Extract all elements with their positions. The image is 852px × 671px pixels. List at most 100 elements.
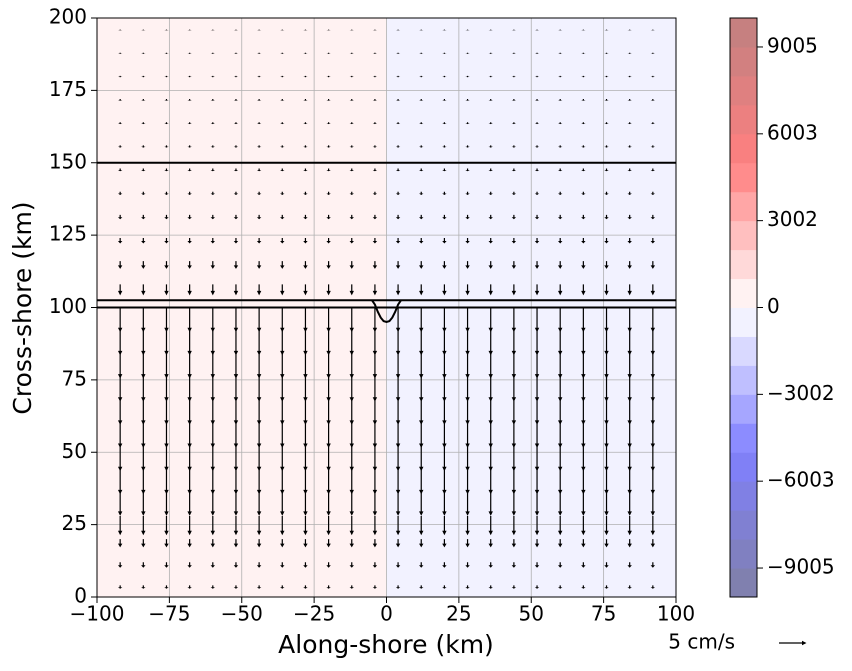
colorbar-band: [730, 249, 757, 280]
quiver-arrow: [419, 353, 424, 379]
quiver-arrow: [349, 446, 354, 472]
quiver-arrow: [581, 145, 586, 148]
quiver-arrow: [141, 122, 146, 125]
quiver-arrow: [627, 562, 632, 568]
quiver-arrow: [280, 446, 285, 472]
quiver-arrow: [326, 585, 331, 589]
quiver-arrow: [117, 99, 123, 101]
quiver-arrow: [627, 492, 632, 516]
colorbar-band: [730, 133, 757, 164]
quiver-arrow: [233, 145, 239, 148]
quiver-arrow: [488, 284, 493, 296]
quiver-arrow: [372, 29, 378, 31]
quiver-arrow: [372, 539, 378, 548]
quiver-arrow: [442, 585, 447, 589]
quiver-arrow: [534, 423, 540, 449]
quiver-arrow: [233, 562, 239, 568]
quiver-arrow: [233, 52, 239, 54]
quiver-arrow: [511, 191, 517, 195]
quiver-arrow: [395, 214, 401, 220]
quiver-arrow: [488, 562, 493, 568]
colorbar-band: [730, 191, 757, 222]
quiver-arrow: [187, 52, 192, 54]
quiver-arrow: [558, 585, 563, 589]
quiver-arrow: [419, 238, 424, 244]
quiver-arrow: [210, 52, 215, 54]
quiver-arrow: [372, 168, 378, 172]
quiver-arrow: [280, 515, 285, 536]
quiver-arrow: [303, 469, 308, 495]
quiver-arrow: [581, 585, 586, 589]
quiver-arrow: [627, 284, 632, 296]
quiver-arrow: [419, 168, 424, 172]
quiver-arrow: [164, 515, 169, 536]
quiver-arrow: [326, 52, 331, 54]
quiver-arrow: [465, 75, 470, 78]
quiver-arrow: [372, 191, 378, 195]
quiver-arrow: [627, 191, 632, 195]
quiver-arrow: [256, 446, 262, 472]
quiver-arrow: [210, 168, 215, 172]
quiver-arrow: [558, 52, 563, 54]
quiver-arrow: [650, 261, 656, 269]
colorbar-band: [730, 394, 757, 424]
quiver-arrow: [604, 562, 609, 568]
quiver-arrow: [303, 214, 308, 220]
quiver-arrow: [187, 214, 192, 220]
colorbar-band: [730, 220, 757, 251]
quiver-arrow: [511, 515, 517, 536]
quiver-arrow: [465, 469, 470, 495]
colorbar-band: [730, 365, 757, 395]
quiver-arrow: [117, 75, 123, 78]
quiver-arrow: [233, 307, 239, 333]
quiver-arrow: [581, 52, 586, 54]
quiver-arrow: [256, 52, 262, 54]
quiver-arrow: [187, 562, 192, 568]
y-tick-label: 50: [62, 439, 87, 463]
quiver-arrow: [349, 238, 354, 244]
quiver-arrow: [395, 446, 401, 472]
quiver-arrow: [442, 353, 447, 379]
quiver-arrow: [326, 145, 331, 148]
quiver-arrow: [164, 99, 169, 101]
quiver-arrow: [650, 376, 656, 402]
quiver-arrow: [419, 423, 424, 449]
quiver-arrow: [187, 29, 192, 31]
quiver-arrow: [581, 75, 586, 78]
quiver-arrow: [164, 492, 169, 516]
quiver-arrow: [326, 423, 331, 449]
quiver-arrow: [349, 52, 354, 54]
quiver-arrow: [117, 539, 123, 548]
quiver-arrow: [558, 29, 563, 31]
quiver-arrow: [488, 539, 493, 548]
quiver-arrow: [233, 261, 239, 269]
quiver-arrow: [372, 238, 378, 244]
quiver-arrow: [233, 585, 239, 589]
quiver-arrow: [511, 145, 517, 148]
quiver-arrow: [581, 353, 586, 379]
quiver-arrow: [187, 585, 192, 589]
quiver-arrow: [650, 515, 656, 536]
quiver-arrow: [534, 284, 540, 296]
quiver-arrow: [419, 376, 424, 402]
quiver-arrow: [395, 29, 401, 31]
quiver-arrow: [558, 307, 563, 333]
quiver-arrow: [395, 75, 401, 78]
quiver-arrow: [372, 423, 378, 449]
colorbar-band: [730, 18, 757, 48]
quiver-arrow: [326, 122, 331, 125]
quiver-arrow: [210, 376, 215, 402]
quiver-arrow: [256, 539, 262, 548]
quiver-arrow: [604, 492, 609, 516]
quiver-arrow: [581, 376, 586, 402]
colorbar-band: [730, 104, 757, 135]
quiver-arrow: [604, 585, 609, 589]
quiver-arrow: [141, 145, 146, 148]
quiver-arrow: [604, 75, 609, 78]
x-tick-label: −100: [70, 602, 125, 626]
quiver-arrow: [627, 469, 632, 495]
quiver-arrow: [534, 261, 540, 269]
quiver-arrow: [395, 145, 401, 148]
quiver-arrow: [488, 400, 493, 425]
quiver-arrow: [164, 122, 169, 125]
